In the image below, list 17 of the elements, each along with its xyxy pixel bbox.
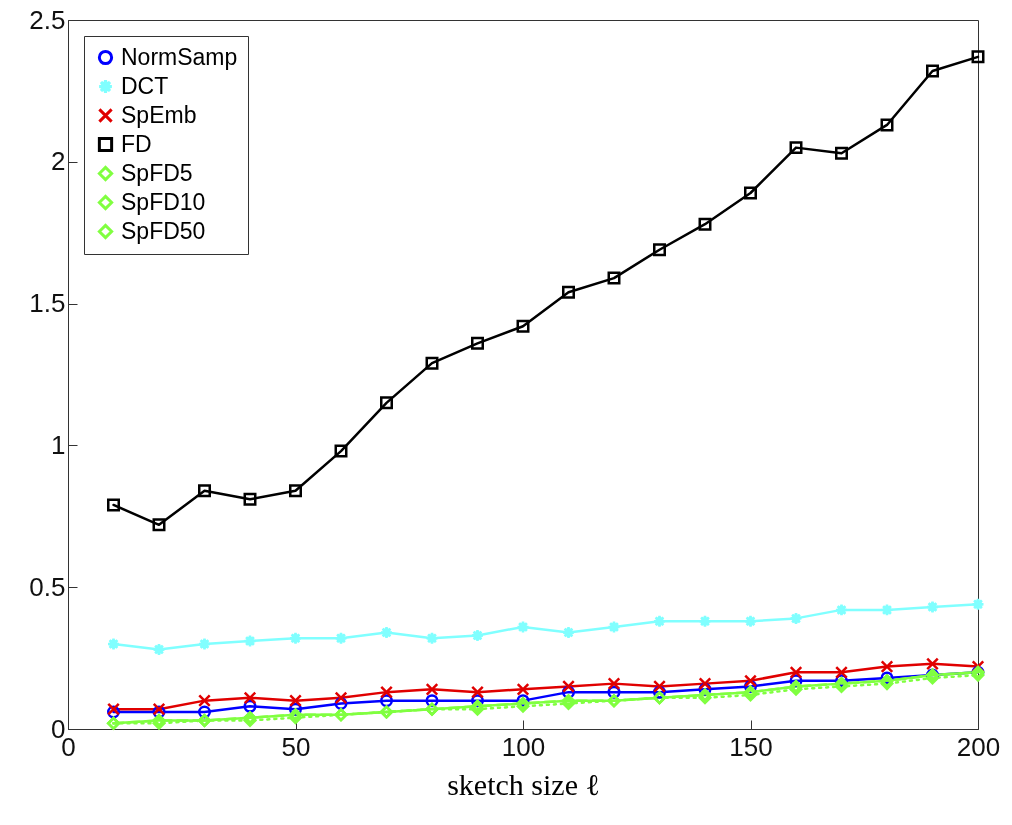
y-tick-label: 1.5	[29, 288, 66, 319]
legend-label: SpEmb	[121, 101, 197, 128]
legend-label: DCT	[121, 72, 169, 99]
y-tick-label: 2	[51, 146, 66, 177]
x-tick-label: 200	[956, 731, 1001, 762]
y-tick-label: 1	[51, 429, 66, 460]
legend-label: SpFD5	[121, 159, 193, 186]
legend-label: FD	[121, 130, 152, 157]
legend-label: SpFD50	[121, 217, 206, 244]
y-tick-label: 0.5	[29, 571, 66, 602]
x-tick-label: 100	[501, 731, 546, 762]
legend-label: NormSamp	[121, 43, 238, 70]
x-axis-title: sketch size ℓ	[447, 767, 600, 801]
x-tick-label: 50	[281, 731, 311, 762]
legend-label: SpFD10	[121, 188, 206, 215]
y-tick-label: 2.5	[29, 4, 66, 35]
x-tick-label: 150	[729, 731, 773, 762]
